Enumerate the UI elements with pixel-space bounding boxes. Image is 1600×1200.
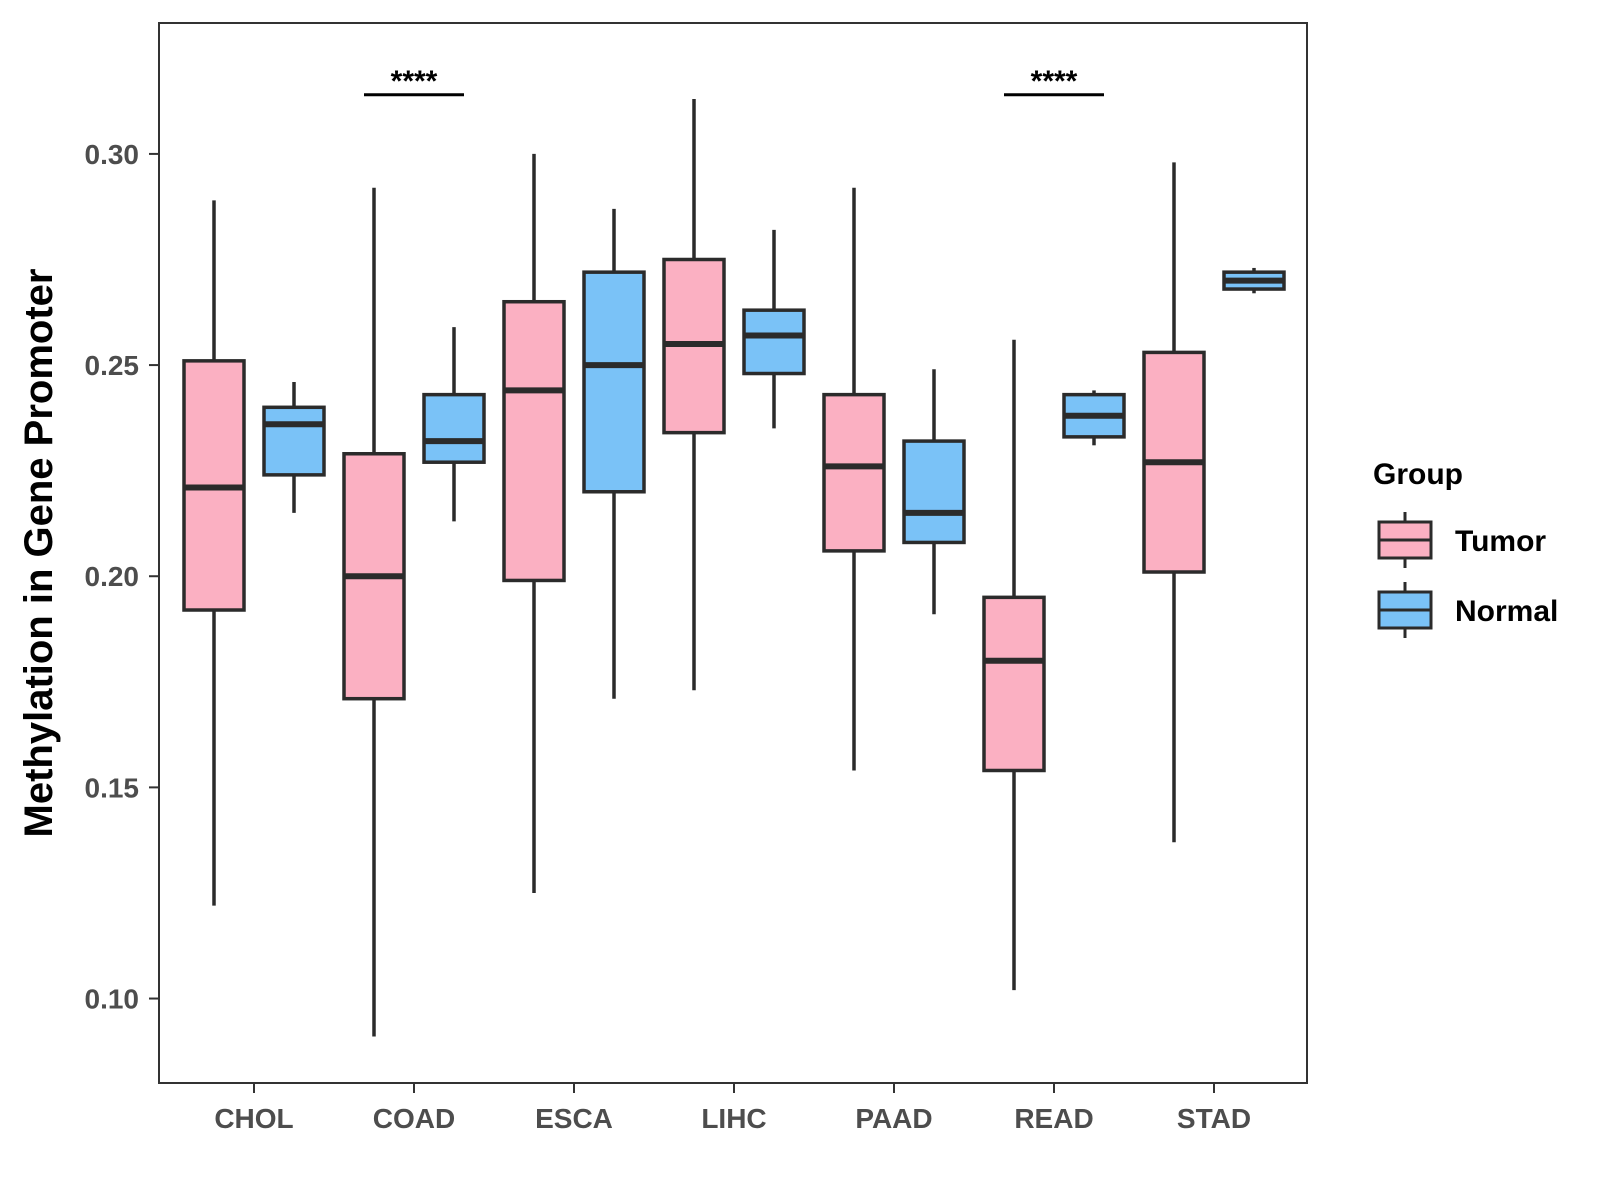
- y-tick-label: 0.25: [85, 350, 140, 381]
- box-stad-tumor: [1142, 162, 1206, 843]
- box-chol-tumor: [182, 200, 246, 906]
- legend-item-tumor: Tumor: [1377, 512, 1546, 568]
- y-tick-label: 0.30: [85, 139, 140, 170]
- box-read-tumor: [982, 339, 1046, 991]
- boxes-layer: [182, 99, 1286, 1037]
- x-tick-label: STAD: [1177, 1103, 1251, 1134]
- significance-label-coad: ****: [391, 65, 438, 98]
- box-paad-normal: [902, 369, 966, 615]
- significance-label-read: ****: [1031, 65, 1078, 98]
- box-coad-tumor: [342, 187, 406, 1037]
- box-coad-normal: [422, 327, 486, 522]
- iqr-box-paad-tumor: [822, 392, 886, 553]
- y-axis: 0.10 0.15 0.20 0.25 0.30: [85, 139, 159, 1015]
- legend: Group Tumor Normal: [1373, 458, 1558, 638]
- x-tick-label: CHOL: [214, 1103, 293, 1134]
- x-tick-label: READ: [1014, 1103, 1093, 1134]
- legend-title: Group: [1373, 458, 1463, 491]
- iqr-box-lihc-normal: [742, 308, 806, 376]
- y-tick-label: 0.15: [85, 772, 140, 803]
- significance-annotations: **** ****: [364, 65, 1104, 98]
- box-read-normal: [1062, 390, 1126, 446]
- x-tick-label: LIHC: [701, 1103, 766, 1134]
- box-lihc-tumor: [662, 99, 726, 691]
- x-tick-label: ESCA: [535, 1103, 613, 1134]
- y-tick-label: 0.10: [85, 984, 140, 1015]
- box-paad-tumor: [822, 187, 886, 771]
- legend-label-normal: Normal: [1455, 595, 1558, 628]
- x-axis: CHOL COAD ESCA LIHC PAAD READ STAD: [214, 1083, 1251, 1134]
- iqr-box-chol-normal: [262, 405, 326, 477]
- iqr-box-esca-tumor: [502, 299, 566, 583]
- box-stad-normal: [1222, 267, 1286, 294]
- iqr-box-read-tumor: [982, 595, 1046, 773]
- box-chol-normal: [262, 381, 326, 513]
- iqr-box-paad-normal: [902, 439, 966, 545]
- iqr-box-coad-normal: [422, 392, 486, 464]
- x-tick-label: PAAD: [855, 1103, 932, 1134]
- box-lihc-normal: [742, 229, 806, 429]
- x-tick-label: COAD: [373, 1103, 455, 1134]
- box-esca-normal: [582, 208, 646, 699]
- y-axis-title: Methylation in Gene Promoter: [17, 269, 61, 838]
- legend-item-normal: Normal: [1377, 582, 1558, 638]
- legend-label-tumor: Tumor: [1455, 525, 1546, 558]
- plot-panel-border: [158, 22, 1308, 1084]
- box-esca-tumor: [502, 153, 566, 893]
- iqr-box-esca-normal: [582, 270, 646, 494]
- y-tick-label: 0.20: [85, 561, 140, 592]
